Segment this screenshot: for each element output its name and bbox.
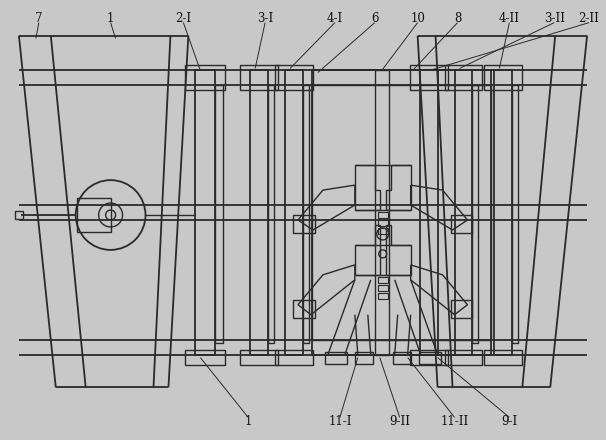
Bar [250,70,268,355]
Bar [450,300,473,318]
Bar [454,70,473,355]
Bar [215,85,223,343]
Bar [445,66,482,90]
Bar [293,215,315,233]
Bar [185,350,225,365]
Bar [410,66,448,90]
Bar [512,85,518,343]
Text: 1: 1 [107,12,115,25]
Text: 1: 1 [244,415,252,428]
Text: 9-II: 9-II [389,415,410,428]
Text: 3-I: 3-I [257,12,273,25]
Bar [195,70,215,355]
Bar [240,66,278,90]
Text: 4-II: 4-II [499,12,520,25]
Text: 2-II: 2-II [579,12,599,25]
Text: 9-I: 9-I [501,415,518,428]
Text: 8: 8 [454,12,461,25]
Bar [393,352,411,363]
Bar [275,66,313,90]
Bar [378,293,388,299]
Text: 3-II: 3-II [544,12,565,25]
Text: 7: 7 [35,12,42,25]
Bar [355,352,373,363]
Bar [484,66,522,90]
Text: 10: 10 [410,12,425,25]
Text: 11-I: 11-I [328,415,351,428]
Bar [240,350,278,365]
Bar [185,66,225,90]
Text: 6: 6 [371,12,379,25]
Text: 4-I: 4-I [327,12,343,25]
Bar [275,350,313,365]
Bar [378,220,388,226]
Bar [378,228,388,234]
Bar [419,352,441,363]
Bar [484,350,522,365]
Bar [378,277,388,283]
Bar [410,350,448,365]
Bar [285,70,303,355]
Bar [450,215,473,233]
Bar [325,352,347,363]
Bar [445,350,482,365]
Bar [312,85,491,340]
Bar [77,198,111,232]
Bar [378,212,388,218]
Bar [494,70,512,355]
Bar [378,285,388,291]
Bar [419,70,438,355]
Bar [15,211,23,219]
Text: 2-I: 2-I [175,12,191,25]
Bar [312,70,491,355]
Text: 11-II: 11-II [441,415,468,428]
Bar [473,85,479,343]
Bar [375,70,388,355]
Bar [303,85,309,343]
Bar [293,300,315,318]
Bar [268,85,274,343]
